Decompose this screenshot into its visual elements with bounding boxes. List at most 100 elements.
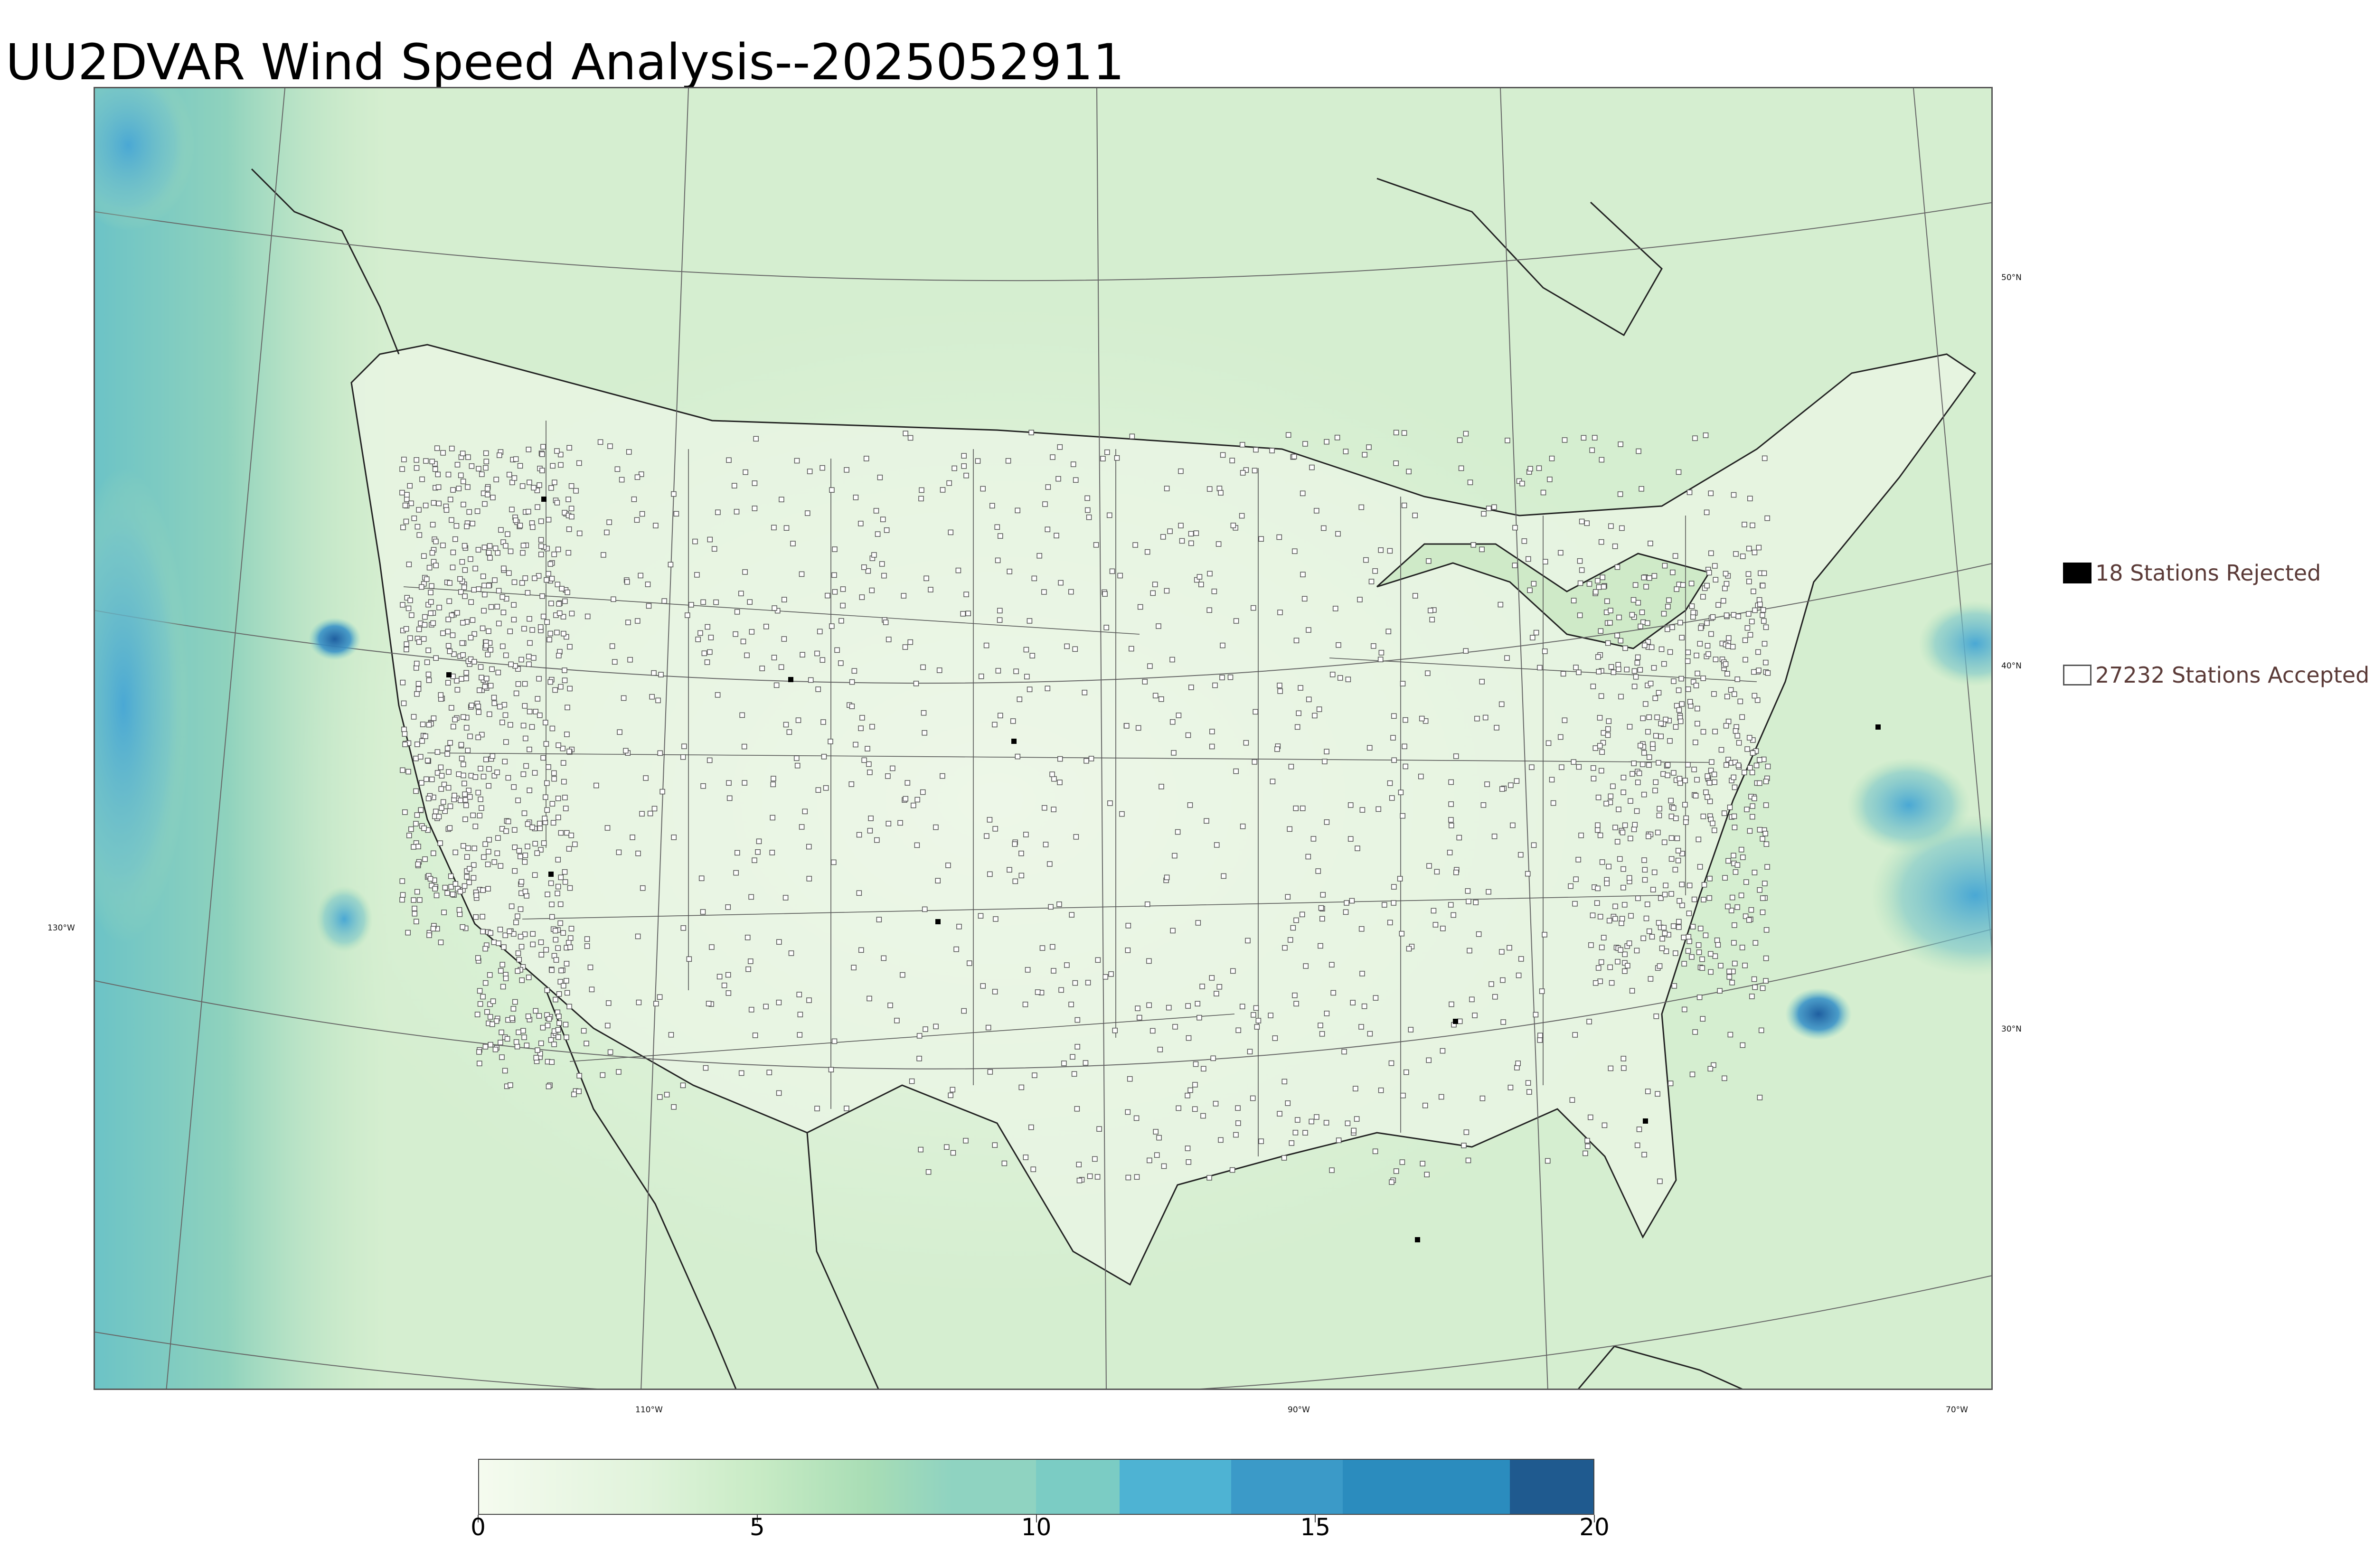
station-accepted-marker [1536,465,1542,471]
station-accepted-marker [406,562,412,567]
station-accepted-marker [555,883,561,890]
station-accepted-marker [466,788,471,793]
station-accepted-marker [967,960,972,966]
station-accepted-marker [500,984,506,990]
station-accepted-marker [1712,827,1717,833]
station-accepted-marker [1761,618,1767,624]
station-accepted-marker [1662,930,1668,936]
station-accepted-marker [1649,934,1655,940]
station-accepted-marker [1285,1100,1291,1106]
station-accepted-marker [945,863,951,868]
station-accepted-marker [498,1040,503,1045]
station-accepted-marker [454,462,461,468]
station-accepted-marker [460,620,466,626]
station-accepted-marker [657,994,663,1000]
station-accepted-marker [1428,608,1433,613]
station-accepted-marker [463,802,469,808]
station-accepted-marker [404,492,410,498]
station-accepted-marker [518,657,524,663]
station-accepted-marker [1492,994,1498,1000]
station-accepted-marker [1505,438,1510,443]
station-accepted-marker [734,609,740,615]
station-accepted-marker [606,519,612,525]
station-accepted-marker [553,937,559,943]
station-accepted-marker [1598,693,1604,699]
station-accepted-marker [1757,780,1762,786]
station-accepted-marker [1515,1061,1521,1066]
station-accepted-marker [1742,522,1747,527]
station-accepted-marker [567,685,573,692]
station-accepted-marker [553,996,558,1003]
station-accepted-marker [907,639,914,645]
parallel-line [95,563,1991,684]
station-accepted-marker [402,809,408,815]
station-accepted-marker [563,1022,569,1028]
station-accepted-marker [405,605,412,611]
station-rejected-marker [788,677,793,682]
station-accepted-marker [1689,1071,1696,1077]
station-accepted-marker [1434,869,1440,875]
station-accepted-marker [1018,850,1024,856]
station-accepted-marker [604,825,611,831]
station-accepted-marker [1293,805,1299,811]
station-accepted-marker [987,871,993,877]
station-accepted-marker [491,773,498,779]
station-accepted-marker [1710,820,1715,826]
station-accepted-marker [1635,600,1641,606]
station-accepted-marker [1646,834,1651,839]
station-accepted-marker [997,617,1003,623]
station-accepted-marker [1673,950,1678,956]
station-accepted-marker [1622,645,1628,651]
station-accepted-marker [1527,466,1533,472]
station-accepted-marker [527,746,532,752]
station-accepted-marker [544,780,550,786]
station-accepted-marker [1745,571,1752,577]
station-accepted-marker [511,617,517,623]
station-accepted-marker [429,776,435,782]
station-accepted-marker [1147,663,1153,669]
station-accepted-marker [806,997,812,1003]
station-accepted-marker [518,854,523,859]
station-accepted-marker [1750,750,1756,756]
station-accepted-marker [499,1054,505,1060]
station-accepted-marker [1732,825,1738,830]
station-accepted-marker [1387,920,1393,926]
station-accepted-marker [1253,447,1259,453]
station-accepted-marker [1752,549,1758,555]
station-accepted-marker [477,813,483,818]
station-accepted-marker [1648,976,1654,982]
station-accepted-marker [639,511,645,517]
station-accepted-marker [497,704,503,710]
station-accepted-marker [863,456,869,461]
station-accepted-marker [1074,1044,1080,1050]
station-accepted-marker [567,935,574,941]
station-accepted-marker [1734,904,1740,910]
station-accepted-marker [546,1083,552,1089]
station-accepted-marker [1329,962,1335,967]
station-accepted-marker [1642,877,1648,883]
station-accepted-marker [1229,1167,1235,1173]
station-accepted-marker [651,806,658,812]
station-accepted-marker [1704,620,1710,626]
station-accepted-marker [726,457,732,463]
station-accepted-marker [501,944,507,950]
station-accepted-marker [1209,743,1215,750]
station-accepted-marker [1449,823,1454,828]
station-accepted-marker [1357,597,1363,602]
station-accepted-marker [482,841,488,847]
station-accepted-marker [1644,901,1650,907]
station-accepted-marker [1023,1155,1029,1160]
station-accepted-marker [671,835,677,840]
station-accepted-marker [742,780,747,786]
station-accepted-marker [1107,800,1113,806]
station-accepted-marker [1343,909,1349,915]
station-accepted-marker [1195,1001,1201,1007]
station-accepted-marker [748,958,754,964]
station-accepted-marker [933,1023,939,1030]
station-accepted-marker [1153,1129,1159,1135]
station-accepted-marker [987,1069,993,1075]
station-accepted-marker [523,735,528,742]
station-accepted-marker [403,518,409,525]
station-accepted-marker [482,1044,489,1050]
station-rejected-marker [1453,1019,1458,1024]
